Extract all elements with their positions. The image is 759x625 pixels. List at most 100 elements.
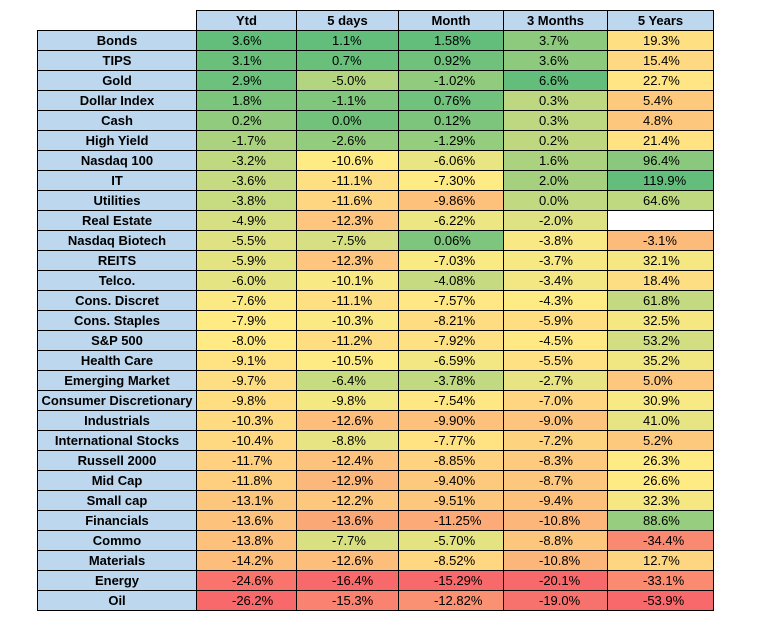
cell-5-years: 4.8%	[607, 110, 714, 131]
cell-ytd: -7.6%	[196, 290, 297, 311]
cell-ytd: -4.9%	[196, 210, 297, 231]
row-label: S&P 500	[37, 330, 197, 351]
cell-month: 0.76%	[398, 90, 504, 111]
table-row: Nasdaq Biotech -5.5% -7.5% 0.06% -3.8% -3.1%	[37, 230, 714, 251]
cell-5-years: 18.4%	[607, 270, 714, 291]
cell-month: -8.52%	[398, 550, 504, 571]
cell-5-days: -10.1%	[296, 270, 399, 291]
cell-5-years: 41.0%	[607, 410, 714, 431]
row-label: Materials	[37, 550, 197, 571]
cell-5-years: 26.6%	[607, 470, 714, 491]
cell-5-days: -11.6%	[296, 190, 399, 211]
table-row: Dollar Index 1.8% -1.1% 0.76% 0.3% 5.4%	[37, 90, 714, 111]
cell-month: -6.59%	[398, 350, 504, 371]
cell-3-months: 6.6%	[503, 70, 608, 91]
cell-3-months: -19.0%	[503, 590, 608, 611]
row-label: Nasdaq 100	[37, 150, 197, 171]
cell-5-years: 35.2%	[607, 350, 714, 371]
table-row: S&P 500 -8.0% -11.2% -7.92% -4.5% 53.2%	[37, 330, 714, 351]
table-row: Oil -26.2% -15.3% -12.82% -19.0% -53.9%	[37, 590, 714, 611]
row-label: TIPS	[37, 50, 197, 71]
cell-3-months: -3.7%	[503, 250, 608, 271]
cell-ytd: 3.6%	[196, 30, 297, 51]
cell-3-months: -7.0%	[503, 390, 608, 411]
cell-3-months: -8.8%	[503, 530, 608, 551]
cell-5-years: 88.6%	[607, 510, 714, 531]
cell-5-years: 64.6%	[607, 190, 714, 211]
cell-month: -7.54%	[398, 390, 504, 411]
cell-5-years: 5.0%	[607, 370, 714, 391]
cell-5-years: 26.3%	[607, 450, 714, 471]
table-row: Cons. Staples -7.9% -10.3% -8.21% -5.9% 32.5%	[37, 310, 714, 331]
row-label: Consumer Discretionary	[37, 390, 197, 411]
cell-3-months: -2.7%	[503, 370, 608, 391]
cell-month: -1.02%	[398, 70, 504, 91]
cell-5-days: 0.0%	[296, 110, 399, 131]
cell-5-years: -33.1%	[607, 570, 714, 591]
cell-month: -3.78%	[398, 370, 504, 391]
table-row: Health Care -9.1% -10.5% -6.59% -5.5% 35.2%	[37, 350, 714, 371]
table-row: Consumer Discretionary -9.8% -9.8% -7.54% -7…	[37, 390, 714, 411]
cell-5-days: -10.6%	[296, 150, 399, 171]
cell-5-years: 19.3%	[607, 30, 714, 51]
cell-5-years: 119.9%	[607, 170, 714, 191]
cell-5-years: 32.3%	[607, 490, 714, 511]
row-label: Mid Cap	[37, 470, 197, 491]
cell-5-years: 21.4%	[607, 130, 714, 151]
cell-month: -7.03%	[398, 250, 504, 271]
cell-month: -4.08%	[398, 270, 504, 291]
cell-5-years: -53.9%	[607, 590, 714, 611]
table-row: Cons. Discret -7.6% -11.1% -7.57% -4.3% 61.8%	[37, 290, 714, 311]
cell-month: -8.21%	[398, 310, 504, 331]
row-label: Health Care	[37, 350, 197, 371]
table-row: Emerging Market -9.7% -6.4% -3.78% -2.7% 5.0%	[37, 370, 714, 391]
row-label: Telco.	[37, 270, 197, 291]
cell-5-days: -12.6%	[296, 410, 399, 431]
cell-3-months: 0.3%	[503, 110, 608, 131]
cell-3-months: -8.7%	[503, 470, 608, 491]
row-label: Commo	[37, 530, 197, 551]
cell-5-years: 32.5%	[607, 310, 714, 331]
table-row: Russell 2000 -11.7% -12.4% -8.85% -8.3% 26.3%	[37, 450, 714, 471]
cell-5-days: -12.2%	[296, 490, 399, 511]
table-row: Energy -24.6% -16.4% -15.29% -20.1% -33.1%	[37, 570, 714, 591]
table-row: TIPS 3.1% 0.7% 0.92% 3.6% 15.4%	[37, 50, 714, 71]
cell-ytd: -11.8%	[196, 470, 297, 491]
cell-ytd: -24.6%	[196, 570, 297, 591]
cell-month: -15.29%	[398, 570, 504, 591]
cell-5-days: -11.1%	[296, 170, 399, 191]
table-row: High Yield -1.7% -2.6% -1.29% 0.2% 21.4%	[37, 130, 714, 151]
cell-5-years: 15.4%	[607, 50, 714, 71]
cell-month: -7.77%	[398, 430, 504, 451]
cell-ytd: -9.1%	[196, 350, 297, 371]
table-row: REITS -5.9% -12.3% -7.03% -3.7% 32.1%	[37, 250, 714, 271]
cell-3-months: 3.6%	[503, 50, 608, 71]
cell-5-days: -5.0%	[296, 70, 399, 91]
cell-5-years: 61.8%	[607, 290, 714, 311]
performance-table: Ytd 5 days Month 3 Months 5 Years Bonds 3…	[37, 10, 714, 611]
cell-ytd: -9.8%	[196, 390, 297, 411]
table-body: Bonds 3.6% 1.1% 1.58% 3.7% 19.3% TIPS 3.1% 0.7% 0…	[37, 30, 714, 611]
row-label: International Stocks	[37, 430, 197, 451]
corner-cell	[37, 10, 197, 31]
cell-3-months: -5.9%	[503, 310, 608, 331]
row-label: Bonds	[37, 30, 197, 51]
cell-5-years: 32.1%	[607, 250, 714, 271]
table-row: International Stocks -10.4% -8.8% -7.77% -7.…	[37, 430, 714, 451]
cell-ytd: -1.7%	[196, 130, 297, 151]
cell-5-years	[607, 210, 714, 231]
cell-5-years: 5.4%	[607, 90, 714, 111]
row-label: Real Estate	[37, 210, 197, 231]
cell-5-days: -16.4%	[296, 570, 399, 591]
row-label: Utilities	[37, 190, 197, 211]
cell-5-years: 30.9%	[607, 390, 714, 411]
cell-month: -8.85%	[398, 450, 504, 471]
table-row: IT -3.6% -11.1% -7.30% 2.0% 119.9%	[37, 170, 714, 191]
cell-5-days: -2.6%	[296, 130, 399, 151]
cell-month: -9.51%	[398, 490, 504, 511]
cell-ytd: -3.6%	[196, 170, 297, 191]
cell-5-days: 0.7%	[296, 50, 399, 71]
row-label: Small cap	[37, 490, 197, 511]
cell-3-months: -10.8%	[503, 510, 608, 531]
cell-3-months: -9.0%	[503, 410, 608, 431]
